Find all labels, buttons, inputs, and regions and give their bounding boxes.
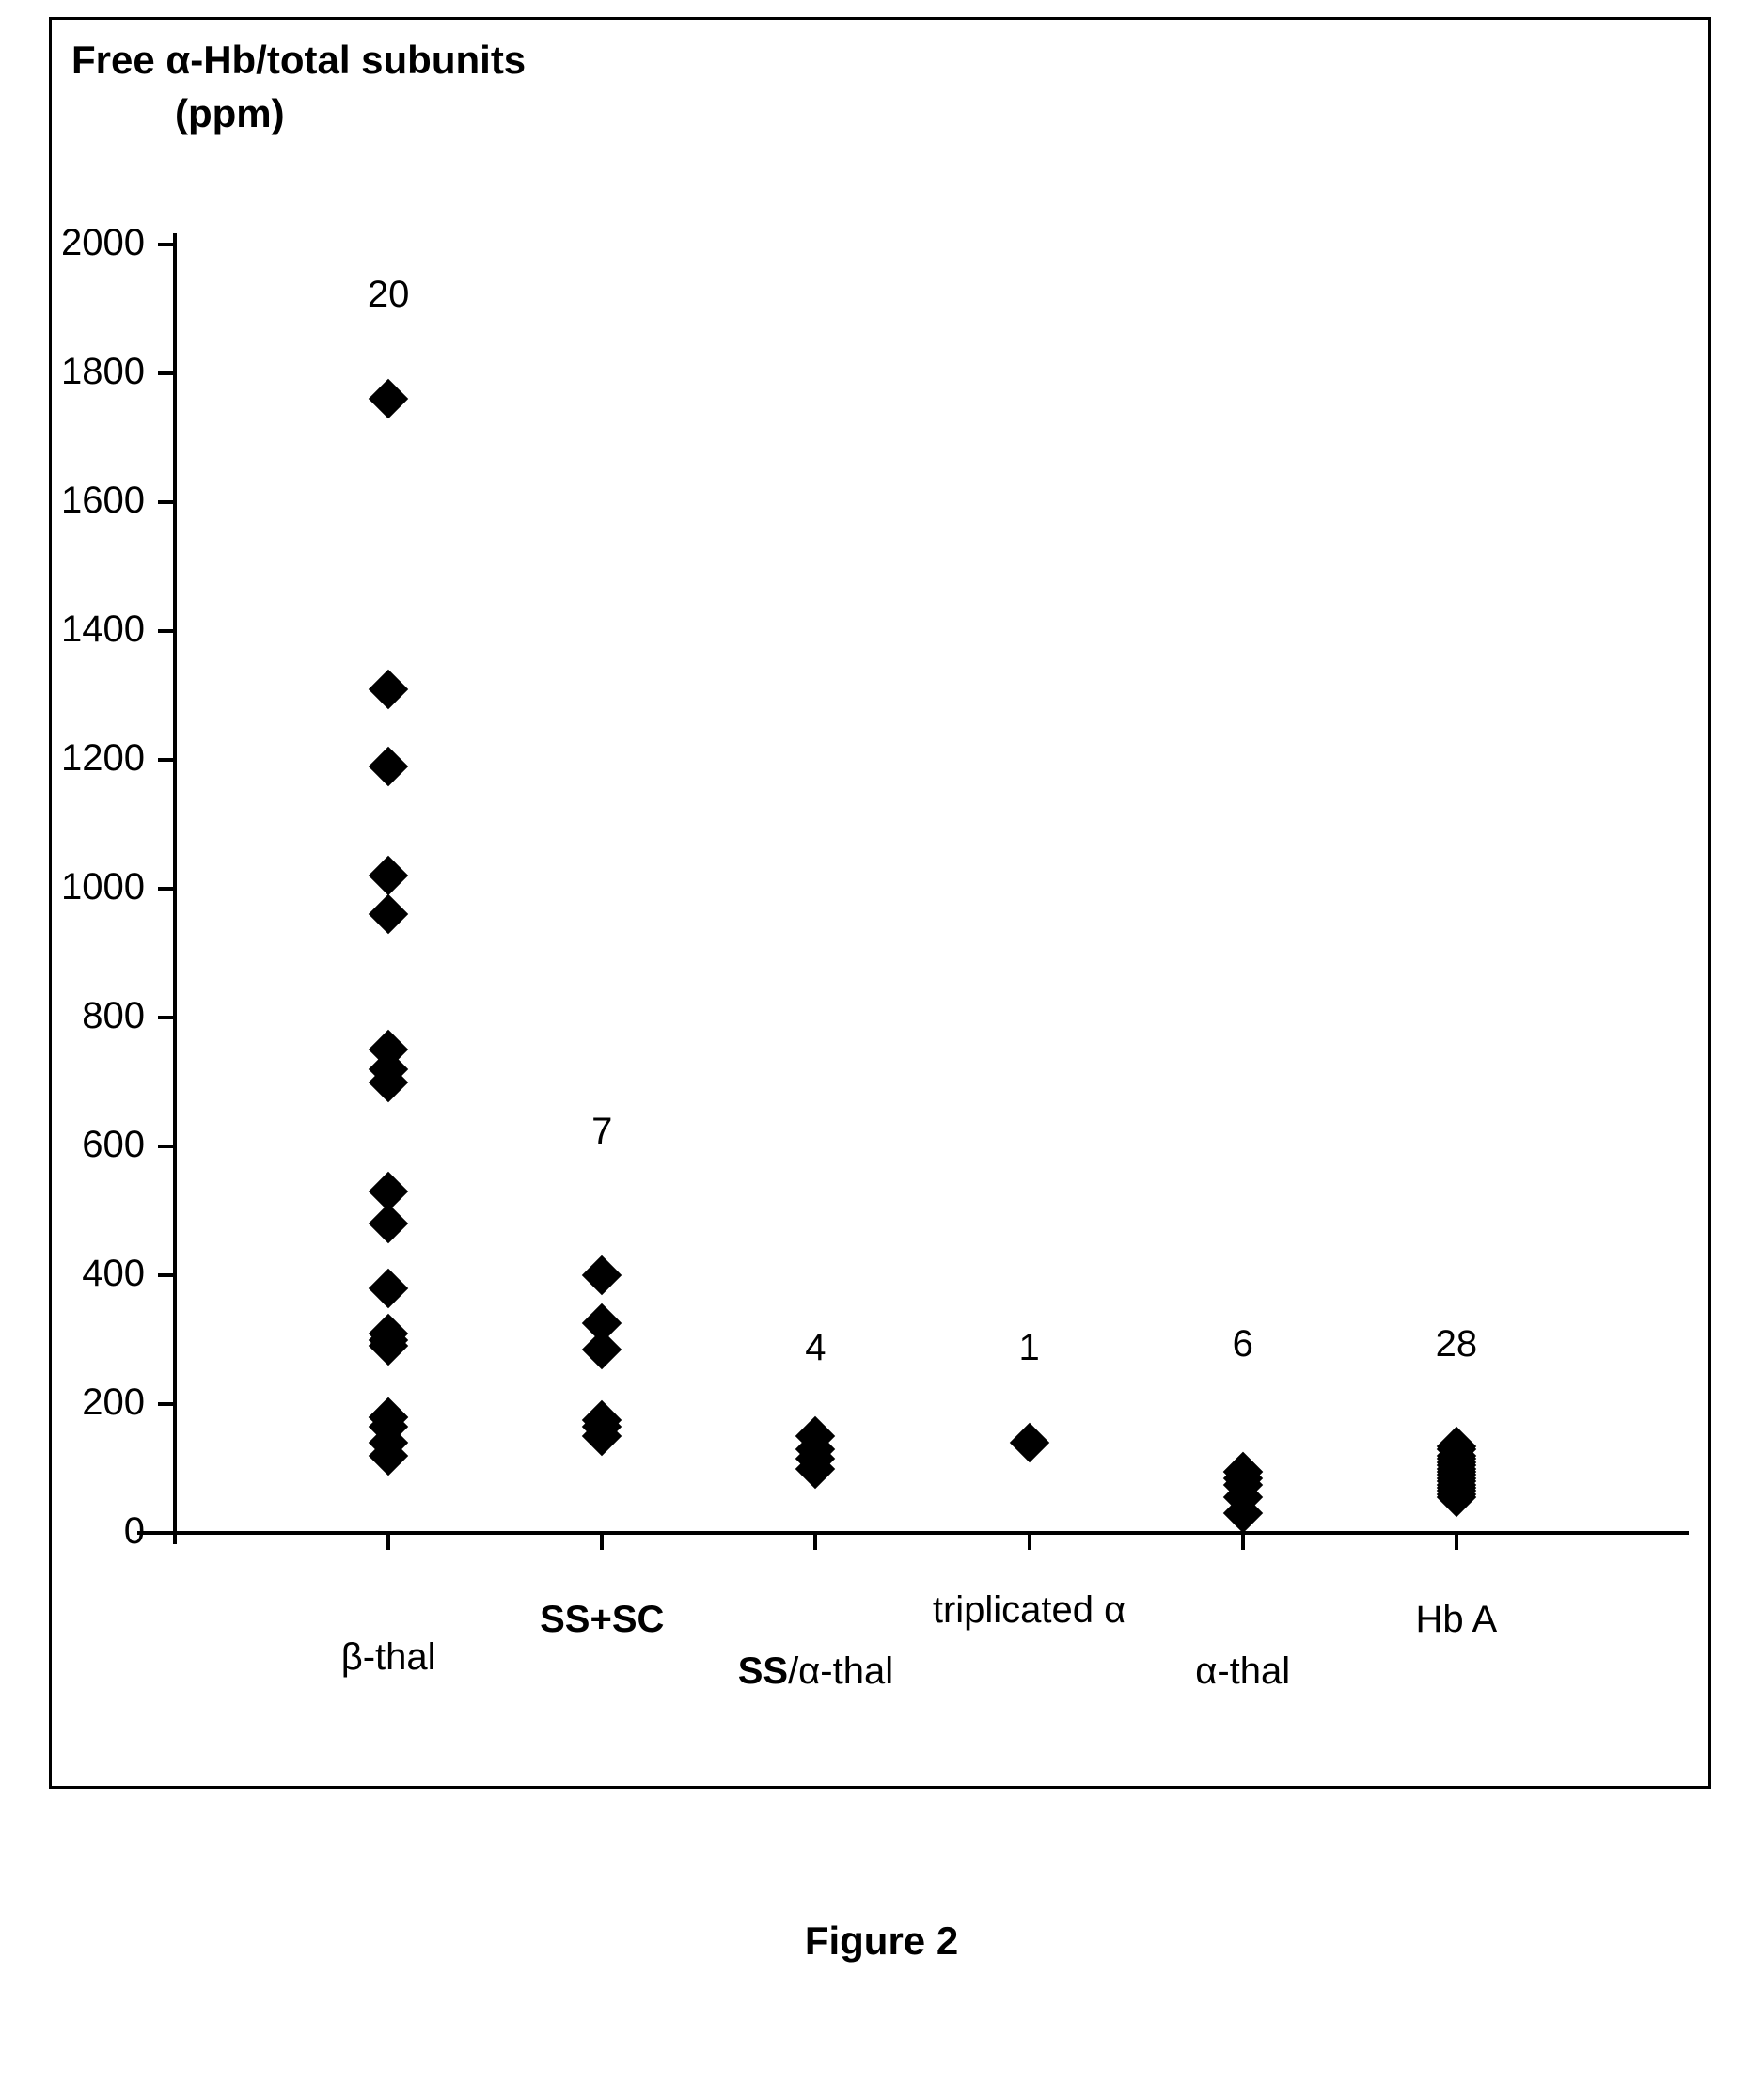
y-tick [158, 887, 175, 891]
chart-title: Free α-Hb/total subunits (ppm) [71, 34, 526, 140]
y-tick [158, 1531, 175, 1535]
x-tick [813, 1533, 817, 1550]
y-tick [158, 371, 175, 375]
x-tick [600, 1533, 604, 1550]
group-count-label: 28 [1400, 1323, 1513, 1366]
y-tick-label: 1800 [32, 351, 145, 393]
y-tick [158, 1016, 175, 1019]
y-tick-label: 800 [32, 995, 145, 1037]
y-tick [158, 1273, 175, 1277]
y-tick [158, 629, 175, 633]
group-count-label: 4 [759, 1327, 872, 1369]
x-tick [1241, 1533, 1245, 1550]
x-category-label: α-thal [1055, 1650, 1431, 1693]
group-count-label: 7 [545, 1111, 658, 1153]
y-tick [158, 1402, 175, 1406]
y-tick-label: 600 [32, 1124, 145, 1166]
y-tick-label: 200 [32, 1382, 145, 1424]
group-count-label: 1 [973, 1327, 1086, 1369]
y-tick [158, 500, 175, 504]
y-tick-label: 1200 [32, 737, 145, 780]
x-category-label: SS/α-thal [627, 1650, 1003, 1693]
y-tick-label: 1000 [32, 866, 145, 908]
y-tick-label: 1400 [32, 608, 145, 651]
y-tick [158, 243, 175, 246]
y-tick-label: 1600 [32, 480, 145, 522]
group-count-label: 6 [1187, 1323, 1299, 1366]
x-tick [386, 1533, 390, 1550]
page-root: Free α-Hb/total subunits (ppm) Figure 2 … [0, 0, 1763, 2100]
group-count-label: 20 [332, 274, 445, 316]
x-category-label: SS+SC [414, 1599, 790, 1641]
y-tick [158, 758, 175, 762]
y-tick-label: 2000 [32, 222, 145, 264]
x-category-label: triplicated α [842, 1589, 1218, 1632]
chart-title-line2: (ppm) [175, 87, 285, 141]
chart-title-line1: Free α-Hb/total subunits [71, 34, 526, 87]
figure-caption: Figure 2 [0, 1918, 1763, 1964]
y-tick-label: 400 [32, 1253, 145, 1295]
y-tick-label: 0 [32, 1510, 145, 1553]
x-category-label: β-thal [200, 1636, 576, 1679]
x-category-label: Hb A [1268, 1599, 1645, 1641]
x-tick [1028, 1533, 1031, 1550]
x-tick [1455, 1533, 1458, 1550]
y-tick [158, 1145, 175, 1148]
